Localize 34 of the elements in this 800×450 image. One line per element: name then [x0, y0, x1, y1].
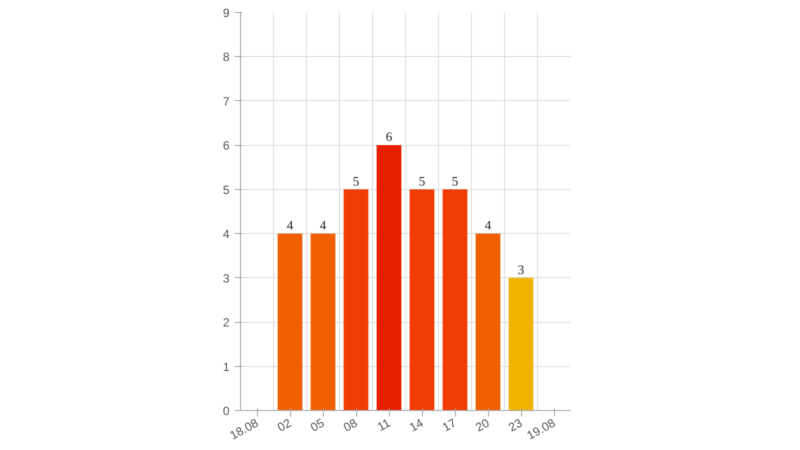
y-tick-label: 3 — [222, 271, 230, 286]
y-tick-label: 8 — [222, 50, 230, 64]
y-tick-label: 7 — [222, 94, 230, 108]
x-tick-label: 17 — [440, 416, 459, 434]
y-tick-label: 6 — [222, 138, 230, 153]
y-tick-label: 4 — [222, 227, 230, 242]
bar — [476, 234, 500, 410]
bar — [310, 234, 336, 410]
bar — [410, 189, 434, 410]
y-tick-label: 1 — [222, 360, 230, 374]
y-tick-label: 5 — [222, 182, 230, 197]
x-tick-label: 05 — [308, 416, 327, 434]
data-label: 5 — [452, 173, 458, 188]
x-tick-label: 23 — [506, 416, 525, 434]
x-tick-label: 20 — [473, 416, 492, 434]
x-tick-label: 08 — [341, 416, 360, 434]
y-tick-label: 9 — [222, 6, 230, 20]
data-label: 5 — [418, 173, 426, 188]
x-tick-label: 02 — [275, 416, 294, 434]
bar — [278, 234, 302, 410]
data-label: 4 — [320, 218, 327, 233]
bar — [376, 145, 402, 410]
data-label: 3 — [518, 262, 524, 277]
y-tick-label: 2 — [222, 316, 230, 330]
data-label: 4 — [484, 218, 492, 233]
data-label: 6 — [386, 129, 393, 144]
bar — [344, 189, 368, 410]
x-tick-label: 11 — [374, 416, 393, 434]
x-tick-label: 14 — [407, 416, 426, 434]
bar — [442, 189, 468, 410]
bar — [508, 278, 534, 410]
data-label: 4 — [286, 218, 294, 233]
y-tick-label: 0 — [222, 404, 230, 418]
data-label: 5 — [352, 173, 360, 188]
